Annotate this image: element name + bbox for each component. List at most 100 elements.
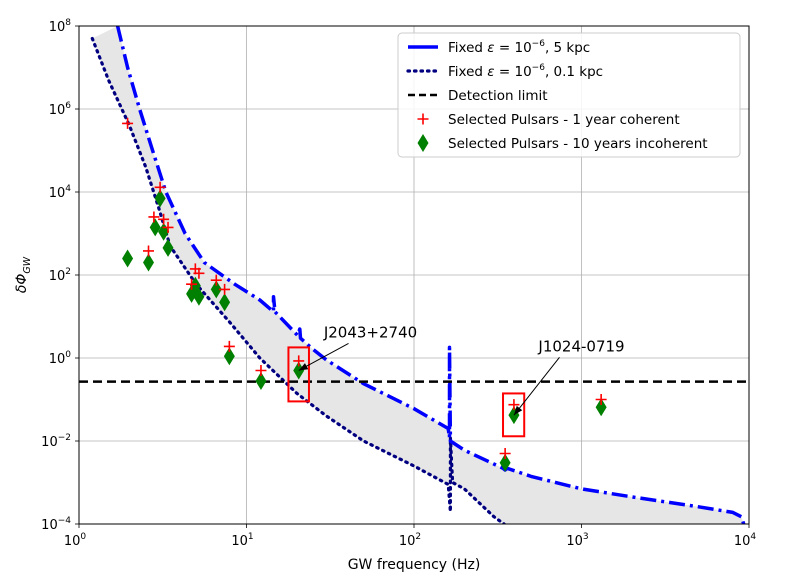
y-tick-label: 106 bbox=[49, 101, 72, 118]
y-tick-base: 10 bbox=[49, 103, 66, 118]
highlight-box bbox=[287, 346, 310, 403]
legend-superscript: −6 bbox=[532, 39, 546, 49]
y-tick-exponent: 0 bbox=[65, 350, 71, 360]
pulsar-1yr-marker bbox=[210, 274, 222, 286]
y-tick-label: 10−4 bbox=[41, 516, 71, 533]
y-tick-exponent: 6 bbox=[65, 101, 71, 111]
annotation-label: J2043+2740 bbox=[323, 323, 417, 341]
y-tick-base: 10 bbox=[49, 352, 66, 367]
pulsar-1yr-marker bbox=[499, 447, 511, 459]
annotation-layer: J2043+2740 J1024-0719 bbox=[287, 323, 625, 438]
x-tick-label: 102 bbox=[399, 532, 421, 549]
y-tick-exponent: 2 bbox=[65, 267, 71, 277]
y-tick-base: 10 bbox=[49, 269, 66, 284]
x-tick-base: 10 bbox=[734, 534, 751, 549]
pulsar-10yr-marker bbox=[499, 453, 511, 472]
y-tick-base: 10 bbox=[41, 435, 58, 450]
y-tick-exponent: 8 bbox=[65, 18, 71, 28]
x-tick-exponent: 0 bbox=[80, 532, 86, 542]
x-tick-exponent: 1 bbox=[248, 532, 254, 542]
legend-text: , 0.1 kpc bbox=[545, 64, 603, 80]
annotation-label: J1024-0719 bbox=[537, 337, 624, 355]
legend-entry-label: Fixed ε = 10−6, 0.1 kpc bbox=[448, 63, 603, 80]
pulsar-10yr-marker bbox=[143, 253, 155, 272]
y-tick-label: 10−2 bbox=[41, 433, 71, 450]
x-tick-exponent: 3 bbox=[583, 532, 589, 542]
annotation-arrowhead bbox=[298, 363, 309, 371]
pulsar-10yr-marker bbox=[162, 238, 174, 257]
pulsar-10yr-marker bbox=[122, 249, 134, 268]
legend-swatch-10yr bbox=[417, 134, 429, 152]
legend-entry-label: Detection limit bbox=[448, 88, 548, 104]
legend-text: , 5 kpc bbox=[545, 40, 590, 56]
x-tick-base: 10 bbox=[231, 534, 248, 549]
legend-entry-label: Selected Pulsars - 10 years incoherent bbox=[448, 136, 708, 152]
pulsar-1yr-marker bbox=[255, 364, 267, 376]
pulsar-10yr-marker bbox=[210, 280, 222, 299]
legend-text: Fixed bbox=[448, 40, 487, 56]
x-tick-exponent: 2 bbox=[415, 532, 421, 542]
pulsar-1yr-marker bbox=[158, 213, 170, 225]
pulsar-1yr-marker bbox=[508, 399, 520, 411]
pulsar-1yr-marker bbox=[186, 278, 198, 290]
y-tick-label: 102 bbox=[49, 267, 71, 284]
y-tick-base: 10 bbox=[49, 20, 66, 35]
legend-text: = 10 bbox=[495, 64, 532, 80]
x-tick-label: 101 bbox=[231, 532, 253, 549]
x-tick-label: 103 bbox=[566, 532, 588, 549]
legend-text: Selected Pulsars - 10 years incoherent bbox=[448, 136, 708, 152]
y-tick-exponent: −4 bbox=[58, 516, 72, 526]
y-tick-exponent: 4 bbox=[65, 184, 71, 194]
legend-text: = 10 bbox=[495, 40, 532, 56]
legend-swatch-1yr bbox=[417, 113, 429, 125]
pulsar-10yr-marker bbox=[154, 189, 166, 208]
y-tick-base: 10 bbox=[41, 518, 58, 533]
legend-entry-label: Fixed ε = 10−6, 5 kpc bbox=[448, 39, 590, 56]
legend-entry-label: Selected Pulsars - 1 year coherent bbox=[448, 112, 680, 128]
x-tick-label: 100 bbox=[64, 532, 87, 549]
annotation-arrow bbox=[513, 356, 560, 416]
y-tick-label: 108 bbox=[49, 18, 72, 35]
pulsar-10yr-marker bbox=[219, 293, 231, 312]
legend-text: Fixed bbox=[448, 64, 487, 80]
pulsar-1yr-marker bbox=[293, 355, 305, 367]
legend-text: Detection limit bbox=[448, 88, 548, 104]
x-tick-base: 10 bbox=[566, 534, 583, 549]
pulsar-1yr-marker bbox=[193, 267, 205, 279]
legend-superscript: −6 bbox=[532, 63, 546, 73]
series-line-0-1kpc bbox=[90, 36, 506, 524]
pulsar-markers bbox=[122, 117, 607, 472]
y-tick-exponent: −2 bbox=[58, 433, 71, 443]
y-axis-label-subscript: GW bbox=[22, 256, 33, 273]
pulsar-10yr-marker bbox=[193, 287, 205, 306]
pulsar-10yr-marker bbox=[255, 371, 267, 390]
shaded-band bbox=[92, 26, 744, 524]
y-axis-label: δΦGW bbox=[14, 256, 33, 293]
y-tick-label: 104 bbox=[49, 184, 72, 201]
y-axis-label-main: δΦ bbox=[14, 274, 30, 294]
y-tick-label: 100 bbox=[49, 350, 72, 367]
pulsar-1yr-marker bbox=[162, 221, 174, 233]
annotation-arrow bbox=[298, 343, 349, 371]
pulsar-10yr-marker bbox=[595, 398, 607, 417]
y-tick-base: 10 bbox=[49, 186, 66, 201]
pulsar-1yr-marker bbox=[143, 245, 155, 257]
pulsar-1yr-marker bbox=[219, 283, 231, 295]
series-lines bbox=[90, 26, 746, 524]
x-tick-base: 10 bbox=[64, 534, 81, 549]
pulsar-10yr-marker bbox=[223, 347, 235, 366]
legend-symbol: ε bbox=[487, 64, 494, 80]
legend-symbol: ε bbox=[487, 40, 494, 56]
pulsar-1yr-marker bbox=[223, 340, 235, 352]
x-tick-label: 104 bbox=[734, 532, 757, 549]
x-axis-label: GW frequency (Hz) bbox=[348, 557, 481, 573]
x-tick-base: 10 bbox=[399, 534, 416, 549]
x-tick-exponent: 4 bbox=[750, 532, 756, 542]
series-line-5kpc bbox=[115, 26, 746, 524]
pulsar-1yr-marker bbox=[595, 394, 607, 405]
legend-text: Selected Pulsars - 1 year coherent bbox=[448, 112, 680, 128]
annotation-arrowhead bbox=[513, 405, 523, 416]
